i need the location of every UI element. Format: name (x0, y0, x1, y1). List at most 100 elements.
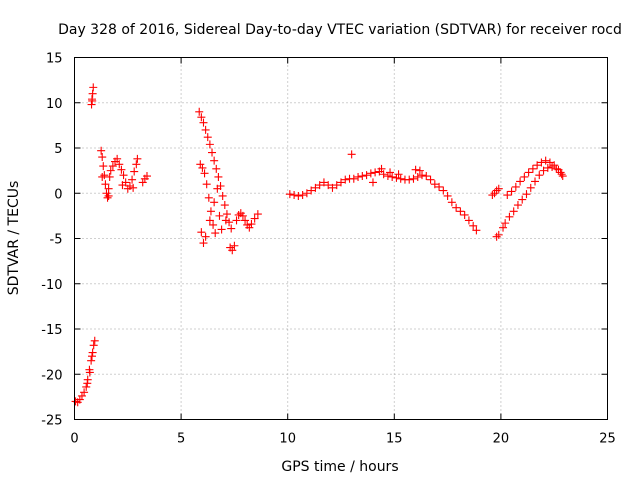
data-point (439, 186, 448, 195)
data-point (533, 161, 542, 170)
data-point (108, 162, 117, 171)
data-point (88, 348, 97, 357)
data-point (247, 220, 256, 229)
data-point (550, 161, 559, 170)
data-point (396, 174, 405, 183)
data-point (208, 148, 217, 157)
y-tick-label: -20 (41, 368, 62, 383)
data-point (324, 181, 333, 190)
data-point (456, 207, 465, 216)
data-point (328, 183, 337, 192)
data-point (206, 207, 215, 216)
data-point (430, 180, 439, 189)
data-point (494, 184, 503, 193)
data-point (199, 239, 208, 248)
data-point (422, 172, 431, 181)
data-point (253, 210, 262, 219)
data-point (302, 189, 311, 198)
data-point (195, 107, 204, 116)
data-point (89, 83, 98, 92)
data-point (250, 214, 259, 223)
x-tick-label: 20 (493, 432, 510, 447)
data-point (545, 158, 554, 167)
data-point (113, 154, 122, 163)
data-point (383, 172, 392, 181)
data-point (298, 191, 307, 200)
data-point (501, 219, 510, 228)
data-point (311, 183, 320, 192)
data-point (100, 171, 109, 180)
data-point (196, 160, 205, 169)
data-point (464, 216, 473, 225)
data-point (202, 180, 211, 189)
data-point (133, 154, 142, 163)
y-axis-title: SDTVAR / TECUs (6, 181, 22, 296)
x-axis-title: GPS time / hours (281, 459, 398, 475)
data-point (362, 171, 371, 180)
data-point (212, 164, 221, 173)
data-point (132, 160, 141, 169)
data-point (98, 172, 107, 181)
data-point (469, 221, 478, 230)
data-point (77, 391, 86, 400)
data-point (394, 170, 403, 179)
data-point (210, 198, 219, 207)
data-point (557, 170, 566, 179)
data-point (494, 230, 503, 239)
data-point (354, 172, 363, 181)
data-point (199, 118, 208, 127)
data-point (285, 190, 294, 199)
data-point (558, 172, 567, 181)
data-point (129, 183, 138, 192)
data-point (452, 203, 461, 212)
data-point (71, 397, 80, 406)
data-point (415, 166, 424, 175)
data-point (101, 180, 110, 189)
data-point (294, 191, 303, 200)
data-point (505, 212, 514, 221)
data-point (290, 191, 299, 200)
data-point (241, 216, 250, 225)
data-point (210, 156, 219, 165)
data-point (535, 171, 544, 180)
data-point (371, 168, 380, 177)
plot-frame (74, 57, 608, 420)
series-seg-c (97, 146, 151, 202)
series-seg-e (285, 150, 481, 235)
data-point (115, 160, 124, 169)
series-seg-f (488, 156, 567, 241)
x-tick-label: 5 (177, 432, 185, 447)
data-point (221, 216, 230, 225)
y-tick-label: -5 (50, 233, 63, 248)
data-point (347, 150, 356, 159)
series-seg-a (71, 336, 99, 407)
data-point (426, 175, 435, 184)
data-point (90, 336, 99, 345)
data-point (524, 168, 533, 177)
data-point (443, 191, 452, 200)
data-point (413, 172, 422, 181)
data-point (88, 96, 97, 105)
data-point (337, 178, 345, 187)
data-point (105, 172, 114, 181)
data-point (218, 191, 227, 200)
data-point (215, 211, 224, 220)
data-point (205, 140, 214, 149)
data-point (435, 182, 444, 191)
data-point (128, 175, 137, 184)
data-point (201, 232, 210, 241)
axis-ticks: 0 5 10 15 20 25 -25 -20 -15 -10 -5 0 5 10 15 (41, 52, 616, 447)
data-point (366, 169, 375, 178)
data-point (307, 186, 316, 195)
data-point (138, 178, 147, 187)
data-point (531, 177, 540, 186)
data-point (522, 190, 531, 199)
y-tick-label: -10 (41, 278, 62, 293)
data-point (228, 246, 237, 255)
data-point (232, 216, 241, 225)
data-point (537, 158, 546, 167)
data-point (205, 216, 214, 225)
data-point (97, 146, 106, 155)
data-point (99, 162, 108, 171)
data-point (204, 193, 213, 202)
